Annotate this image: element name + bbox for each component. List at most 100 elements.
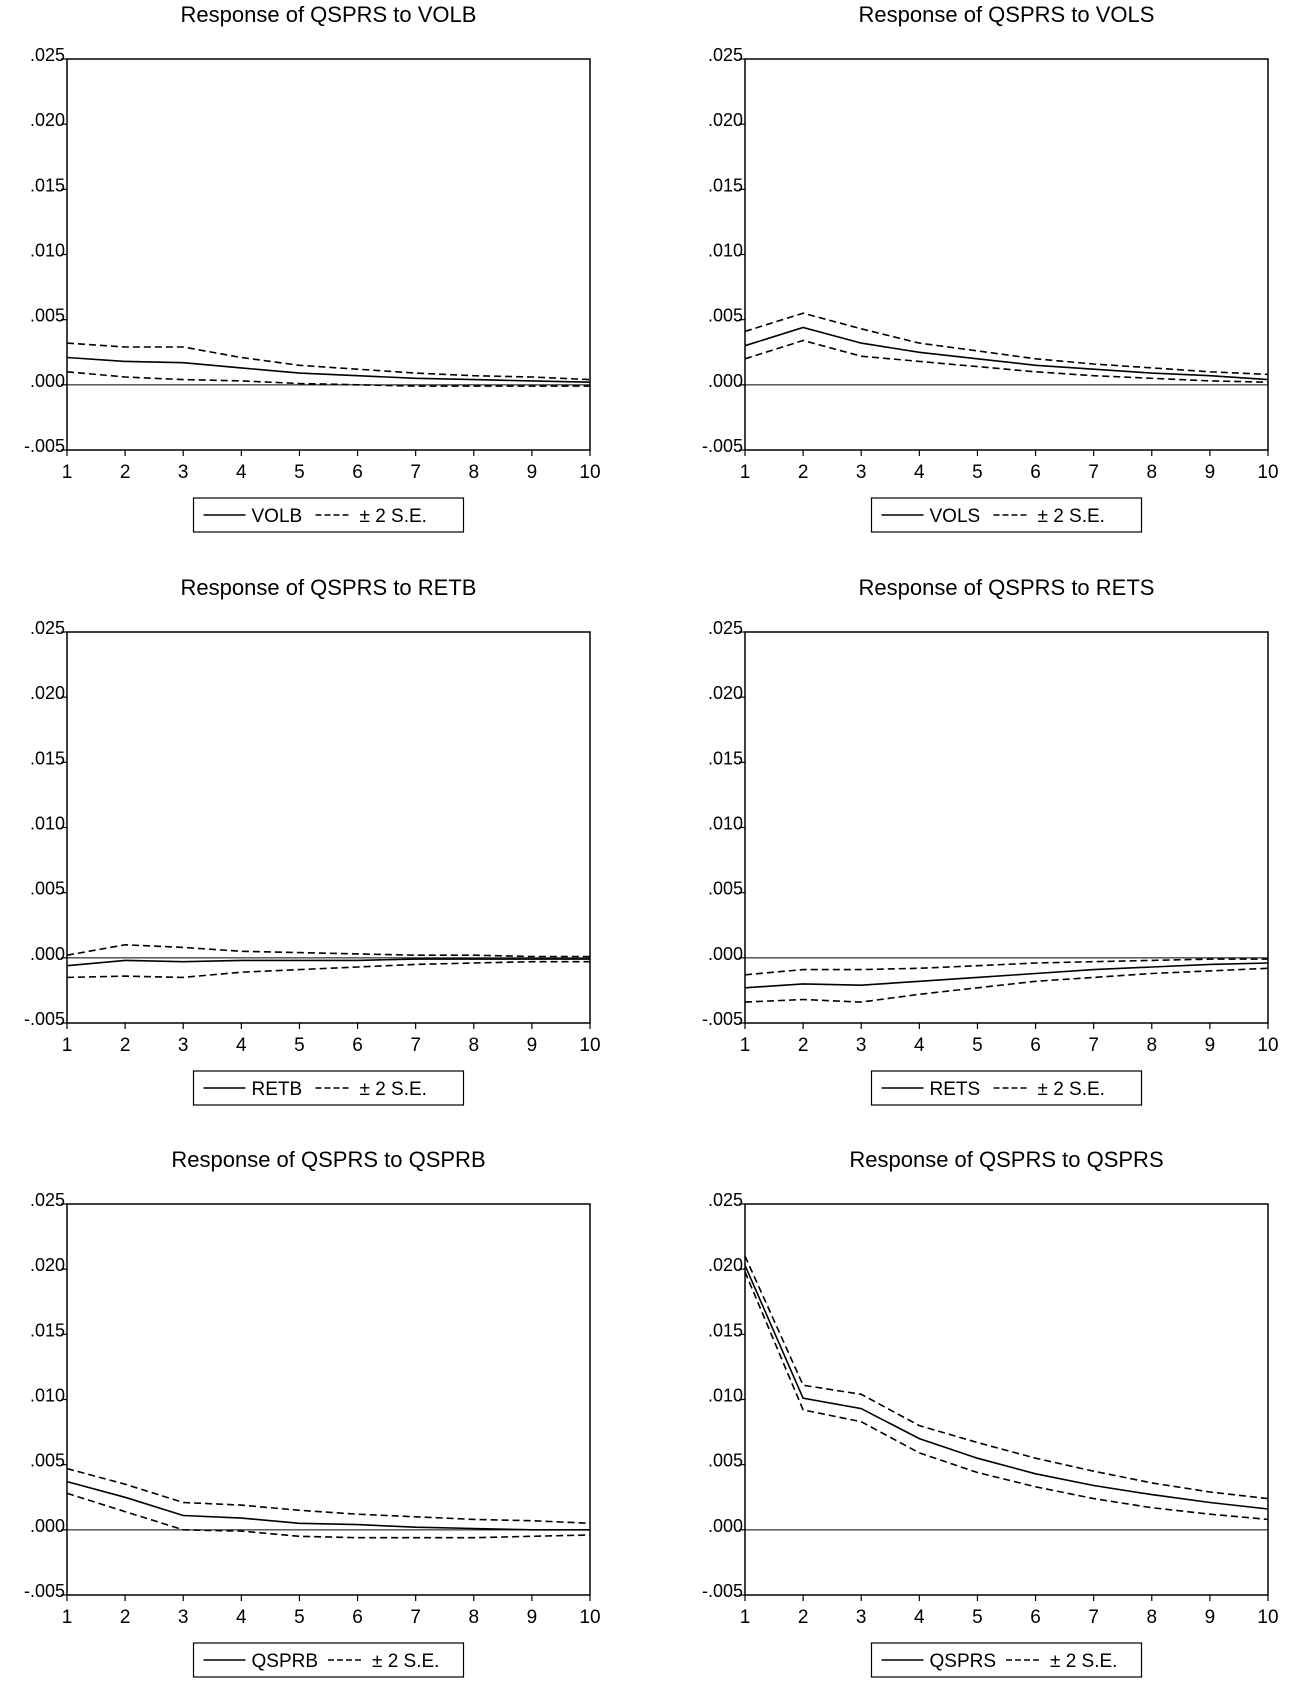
x-tick-label: 7 (1088, 1035, 1099, 1056)
y-tick-label: .020 (30, 1255, 65, 1275)
legend-label-se: ± 2 S.E. (1038, 506, 1105, 527)
x-tick-label: 9 (527, 1607, 538, 1628)
x-tick-label: 3 (856, 1035, 867, 1056)
y-tick-label: .020 (708, 110, 743, 130)
x-tick-label: 1 (740, 1607, 751, 1628)
chart-panel-3: Response of QSPRS to RETB .025 .020 .015 .01… (24, 575, 601, 1106)
y-tick-label: .015 (30, 748, 65, 768)
legend-box (870, 1642, 1143, 1678)
x-tick-label: 1 (62, 1607, 73, 1628)
lower-se-band-line (66, 960, 590, 979)
y-tick-label: -.005 (702, 436, 743, 456)
chart-title: Response of QSPRS to RETS (859, 575, 1155, 600)
lower-se-band-line (744, 967, 1269, 1003)
y-tick-label: .010 (30, 814, 65, 834)
x-tick-label: 9 (1205, 1035, 1216, 1056)
x-tick-label: 2 (798, 1607, 809, 1628)
chart-panel-4: Response of QSPRS to RETS .025 .020 .015 .01… (702, 575, 1279, 1106)
x-tick-label: 1 (740, 462, 751, 483)
x-tick-label: 10 (1257, 462, 1278, 483)
x-tick-label: 7 (1088, 462, 1099, 483)
chart-panel-2: Response of QSPRS to VOLS .025 .020 .015 .01… (702, 2, 1279, 533)
chart-panel-1: Response of QSPRS to VOLB .025 .020 .015 .01… (24, 2, 601, 533)
legend-box (192, 1642, 465, 1678)
y-tick-label: -.005 (24, 1581, 65, 1601)
legend: VOLS ± 2 S.E. (870, 497, 1143, 533)
x-tick-label: 5 (972, 1035, 983, 1056)
legend: RETS ± 2 S.E. (870, 1070, 1143, 1106)
chart-title: Response of QSPRS to QSPRS (849, 1147, 1163, 1172)
legend: QSPRS ± 2 S.E. (870, 1642, 1143, 1678)
upper-se-band-line (744, 1255, 1269, 1500)
x-tick-label: 6 (352, 462, 363, 483)
x-tick-label: 4 (914, 1607, 925, 1628)
chart-title: Response of QSPRS to VOLS (859, 2, 1155, 27)
y-tick-label: .015 (708, 748, 743, 768)
y-tick-label: .005 (30, 1451, 65, 1471)
x-tick-label: 5 (972, 462, 983, 483)
legend-label-se: ± 2 S.E. (1050, 1651, 1117, 1672)
x-tick-label: 8 (468, 1607, 479, 1628)
plot-frame (66, 631, 591, 1024)
y-tick-label: .000 (708, 371, 743, 391)
plot-frame (744, 58, 1269, 451)
x-tick-label: 9 (1205, 462, 1216, 483)
x-tick-label: 8 (468, 1035, 479, 1056)
x-tick-label: 7 (410, 462, 421, 483)
x-tick-label: 1 (62, 1035, 73, 1056)
x-tick-label: 2 (120, 1607, 131, 1628)
upper-se-band-line (66, 943, 590, 958)
chart-title: Response of QSPRS to QSPRB (171, 1147, 485, 1172)
y-tick-label: .020 (708, 1255, 743, 1275)
legend-label-se: ± 2 S.E. (1038, 1079, 1105, 1100)
x-tick-label: 2 (120, 1035, 131, 1056)
x-tick-label: 10 (579, 462, 600, 483)
y-tick-label: .020 (30, 683, 65, 703)
x-tick-label: 6 (352, 1607, 363, 1628)
plot-frame (744, 631, 1269, 1024)
y-tick-label: .015 (708, 1320, 743, 1340)
legend-label-se: ± 2 S.E. (360, 1079, 427, 1100)
x-tick-label: 6 (352, 1035, 363, 1056)
y-tick-label: -.005 (24, 1009, 65, 1029)
y-tick-label: .010 (30, 241, 65, 261)
x-tick-label: 4 (914, 462, 925, 483)
response-line (66, 356, 591, 383)
x-tick-label: 10 (579, 1035, 600, 1056)
y-tick-label: .015 (30, 175, 65, 195)
x-tick-label: 3 (178, 462, 189, 483)
x-tick-label: 5 (972, 1607, 983, 1628)
response-line (744, 962, 1269, 989)
x-tick-label: 5 (294, 462, 305, 483)
lower-se-band-line (66, 1492, 591, 1539)
response-line (744, 326, 1269, 381)
x-tick-label: 3 (178, 1607, 189, 1628)
y-tick-label: .025 (708, 45, 743, 65)
y-tick-label: .025 (708, 618, 743, 638)
x-tick-label: 8 (1146, 462, 1157, 483)
legend-label-response: QSPRB (252, 1651, 319, 1672)
x-tick-label: 2 (120, 462, 131, 483)
y-tick-label: .015 (30, 1320, 65, 1340)
plot-frame (66, 58, 591, 451)
x-tick-label: 7 (410, 1035, 421, 1056)
y-tick-label: .005 (708, 879, 743, 899)
y-tick-label: .025 (708, 1190, 743, 1210)
legend-label-response: QSPRS (930, 1651, 997, 1672)
x-tick-label: 4 (914, 1035, 925, 1056)
upper-se-band-line (66, 1467, 591, 1525)
x-tick-label: 6 (1030, 1035, 1041, 1056)
legend: RETB ± 2 S.E. (192, 1070, 465, 1106)
response-line (744, 1264, 1269, 1510)
legend-label-response: VOLB (252, 506, 303, 527)
x-tick-label: 2 (798, 1035, 809, 1056)
y-tick-label: .005 (708, 1451, 743, 1471)
y-tick-label: .000 (30, 371, 65, 391)
x-tick-label: 3 (856, 1607, 867, 1628)
legend-label-response: RETS (930, 1079, 981, 1100)
chart-title: Response of QSPRS to VOLB (181, 2, 477, 27)
x-tick-label: 4 (236, 1035, 247, 1056)
x-tick-label: 10 (1257, 1607, 1278, 1628)
y-tick-label: .005 (708, 306, 743, 326)
y-tick-label: .010 (708, 814, 743, 834)
